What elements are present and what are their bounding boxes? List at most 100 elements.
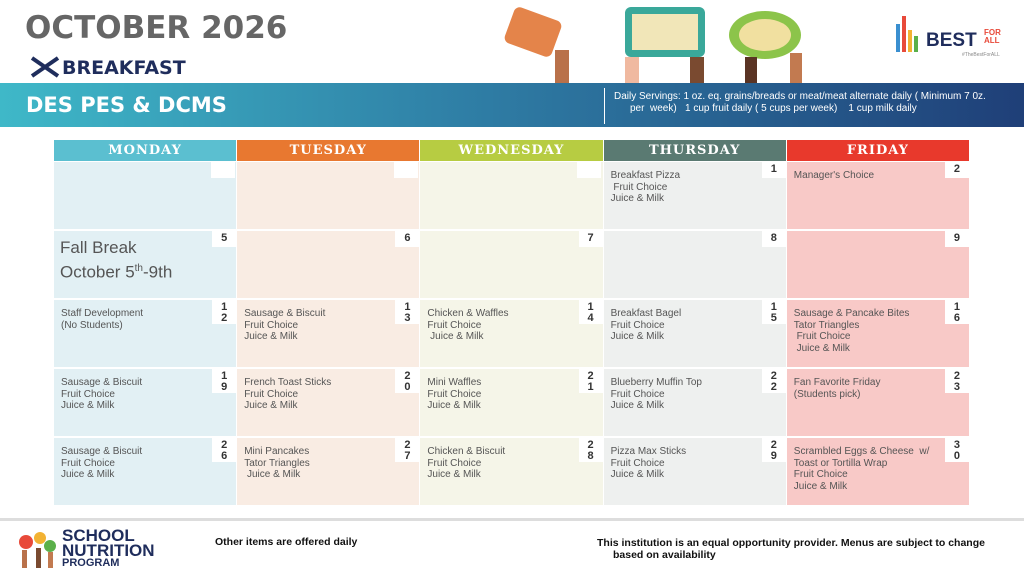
day-cell: 16 Sausage & Pancake Bites Tator Triangles… xyxy=(786,300,970,369)
menu-item: (No Students) xyxy=(61,319,123,331)
menu-items: Breakfast Bagel Fruit Choice Juice & Milk xyxy=(611,308,682,343)
day-number: 28 xyxy=(578,438,603,462)
day-cell: 21 Mini Waffles Fruit Choice Juice & Milk xyxy=(420,369,604,438)
day-number: 21 xyxy=(578,369,603,393)
menu-item: Fruit Choice xyxy=(610,388,665,400)
day-number: 7 xyxy=(578,231,603,247)
menu-item: Sausage & Biscuit xyxy=(61,446,143,457)
day-header: MONDAY xyxy=(54,140,237,161)
menu-items: Manager's Choice xyxy=(794,170,874,182)
day-number: 19 xyxy=(212,369,237,393)
menu-item: Tator Triangles xyxy=(244,457,310,469)
menu-item: Sausage & Biscuit xyxy=(244,308,326,319)
menu-items: Sausage & Biscuit Fruit Choice Juice & Mil… xyxy=(61,446,142,481)
day-number-box xyxy=(394,162,419,178)
menu-item: Juice & Milk xyxy=(427,400,481,411)
note-text: October 5th-9th xyxy=(60,258,172,283)
day-number: 22 xyxy=(761,369,786,393)
menu-item: Chicken & Waffles xyxy=(427,308,509,319)
day-cell: 28 Chicken & Biscuit Fruit Choice Juice & M… xyxy=(420,438,604,507)
day-cell: 8 xyxy=(603,231,787,300)
menu-item: Juice & Milk xyxy=(610,469,664,480)
menu-item: Mini Waffles xyxy=(427,377,482,388)
menu-item: Fruit Choice xyxy=(610,319,665,331)
utensils-icon xyxy=(30,56,60,78)
menu-item: Juice & Milk xyxy=(244,469,301,480)
note-text: th xyxy=(134,263,143,274)
menu-item: Fruit Choice xyxy=(793,469,848,480)
day-number: 20 xyxy=(395,369,420,393)
menu-items: Sausage & Biscuit Fruit Choice Juice & Mil… xyxy=(244,308,325,343)
day-cell: 23 Fan Favorite Friday (Students pick) xyxy=(786,369,970,438)
day-cell: 30 Scrambled Eggs & Cheese w/Toast or Tor… xyxy=(786,438,970,507)
menu-item: Juice & Milk xyxy=(61,400,115,411)
menu-item: Fruit Choice xyxy=(244,319,299,331)
day-cell xyxy=(237,162,421,231)
day-cell xyxy=(54,162,238,231)
menu-item: Tator Triangles xyxy=(793,319,860,331)
menu-item: Fruit Choice xyxy=(427,388,482,400)
day-cell: 14 Chicken & Waffles Fruit Choice Juice & … xyxy=(420,300,604,369)
day-cell: 5 Fall Break October 5th-9th xyxy=(54,231,238,300)
day-number: 13 xyxy=(395,300,420,324)
day-number: 2 xyxy=(944,162,969,178)
menu-items: Scrambled Eggs & Cheese w/Toast or Torti… xyxy=(794,446,930,492)
footer-rule xyxy=(0,518,1024,521)
logo-text: BEST xyxy=(926,30,977,51)
day-cell: 27 Mini Pancakes Tator Triangles Juice & M… xyxy=(237,438,421,507)
menu-item: Fruit Choice xyxy=(610,457,665,469)
logo-bars xyxy=(896,16,918,52)
title: OCTOBER 2026 xyxy=(25,10,288,46)
day-number: 14 xyxy=(578,300,603,324)
day-cell: 13 Sausage & Biscuit Fruit Choice Juice & M… xyxy=(237,300,421,369)
day-header: WEDNESDAY xyxy=(420,140,603,161)
day-number-box xyxy=(577,162,602,178)
menu-items: Sausage & Biscuit Fruit Choice Juice & Mil… xyxy=(61,377,142,412)
menu-item: French Toast Sticks xyxy=(244,377,332,388)
servings: per week) 1 cup fruit daily ( 5 cups per… xyxy=(630,103,917,114)
menu-item: Breakfast Pizza xyxy=(610,170,681,181)
menu-item: Juice & Milk xyxy=(427,469,481,480)
menu-item: Blueberry Muffin Top xyxy=(610,377,702,388)
menu-item: Fruit Choice xyxy=(61,388,115,400)
note: Fall Break October 5th-9th xyxy=(60,237,172,283)
menu-items: Blueberry Muffin Top Fruit Choice Juice & … xyxy=(611,377,702,412)
menu-item: Juice & Milk xyxy=(61,469,115,480)
day-number: 8 xyxy=(761,231,786,247)
day-cell: 6 xyxy=(237,231,421,300)
day-cell: 19 Sausage & Biscuit Fruit Choice Juice & M… xyxy=(54,369,238,438)
menu-item: Manager's Choice xyxy=(793,170,875,181)
program-text: SCHOOL xyxy=(62,526,135,545)
day-cell: 7 xyxy=(420,231,604,300)
servings: Daily Servings: 1 oz. eq. grains/breads … xyxy=(614,91,986,102)
menu-item: Fruit Choice xyxy=(61,457,115,469)
day-number: 5 xyxy=(212,231,237,247)
menu-item: Chicken & Biscuit xyxy=(427,446,506,457)
menu-item: Fruit Choice xyxy=(610,181,668,193)
menu-item: Staff Development xyxy=(61,308,144,319)
day-number: 23 xyxy=(944,369,969,393)
day-number: 27 xyxy=(395,438,420,462)
day-cell: 9 xyxy=(786,231,970,300)
menu-item: Fruit Choice xyxy=(793,331,851,342)
note-text: October 5 xyxy=(60,262,135,282)
day-cell: 2 Manager's Choice xyxy=(786,162,970,231)
menu-item: Juice & Milk xyxy=(610,331,664,342)
food-illustration xyxy=(504,7,802,83)
day-number: 6 xyxy=(395,231,420,247)
menu-item: Juice & Milk xyxy=(610,400,664,411)
day-number: 12 xyxy=(212,300,237,324)
meal: BREAKFAST xyxy=(62,57,186,79)
menu-items: Fan Favorite Friday (Students pick) xyxy=(794,377,881,400)
note-text: Fall Break xyxy=(60,238,137,257)
menu-item: Fruit Choice xyxy=(427,457,482,469)
logo-tag: #TheBestForALL xyxy=(962,52,1000,58)
schools: DES PES & DCMS xyxy=(26,93,227,117)
day-cell: 29 Pizza Max Sticks Fruit Choice Juice & Mi… xyxy=(603,438,787,507)
menu-item: Breakfast Bagel xyxy=(610,308,682,319)
menu-items: Pizza Max Sticks Fruit Choice Juice & Milk xyxy=(611,446,687,481)
day-number: 29 xyxy=(761,438,786,462)
program-text: PROGRAM xyxy=(62,557,120,569)
divider xyxy=(604,88,605,124)
menu-item: Juice & Milk xyxy=(610,193,664,204)
